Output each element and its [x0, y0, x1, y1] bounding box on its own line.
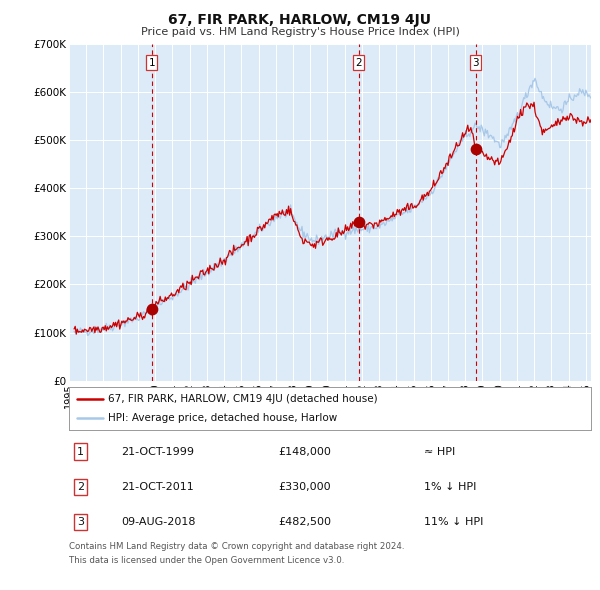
Point [354, 217, 364, 227]
Text: This data is licensed under the Open Government Licence v3.0.: This data is licensed under the Open Gov… [69, 556, 344, 565]
Text: 3: 3 [472, 58, 479, 68]
Text: £148,000: £148,000 [278, 447, 331, 457]
Text: 1: 1 [149, 58, 155, 68]
Text: 1: 1 [77, 447, 84, 457]
Point [147, 304, 157, 314]
Text: 2: 2 [355, 58, 362, 68]
Text: 21-OCT-1999: 21-OCT-1999 [121, 447, 194, 457]
Text: 09-AUG-2018: 09-AUG-2018 [121, 517, 196, 527]
Text: HPI: Average price, detached house, Harlow: HPI: Average price, detached house, Harl… [108, 414, 337, 424]
Text: 1% ↓ HPI: 1% ↓ HPI [424, 482, 476, 492]
Text: Contains HM Land Registry data © Crown copyright and database right 2024.: Contains HM Land Registry data © Crown c… [69, 542, 404, 550]
Text: 67, FIR PARK, HARLOW, CM19 4JU (detached house): 67, FIR PARK, HARLOW, CM19 4JU (detached… [108, 394, 378, 404]
Text: £482,500: £482,500 [278, 517, 331, 527]
Text: 67, FIR PARK, HARLOW, CM19 4JU: 67, FIR PARK, HARLOW, CM19 4JU [169, 13, 431, 27]
Text: 11% ↓ HPI: 11% ↓ HPI [424, 517, 484, 527]
Text: 2: 2 [77, 482, 84, 492]
Text: £330,000: £330,000 [278, 482, 331, 492]
Text: ≈ HPI: ≈ HPI [424, 447, 455, 457]
Text: Price paid vs. HM Land Registry's House Price Index (HPI): Price paid vs. HM Land Registry's House … [140, 27, 460, 37]
Text: 3: 3 [77, 517, 84, 527]
Text: 21-OCT-2011: 21-OCT-2011 [121, 482, 194, 492]
Point [471, 144, 481, 153]
